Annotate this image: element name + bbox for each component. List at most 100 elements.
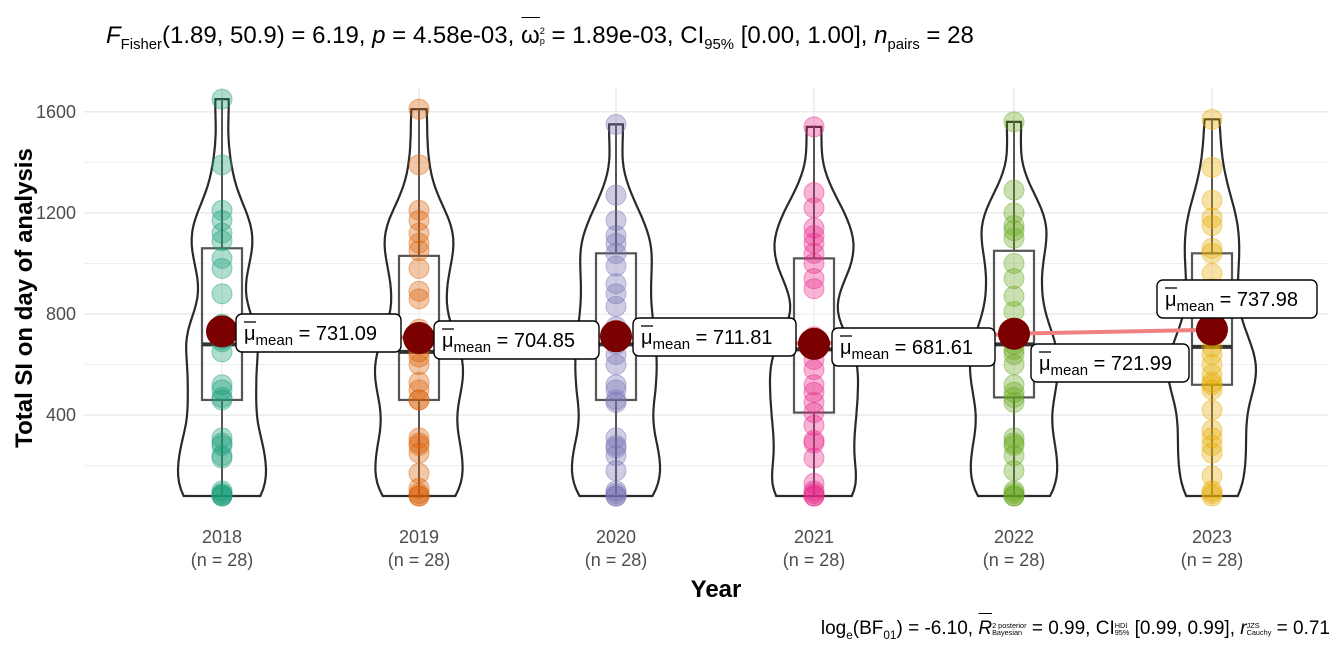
data-point-2020 <box>605 389 627 411</box>
data-point-2019 <box>408 482 430 504</box>
x-tick-n-label: (n = 28) <box>1181 550 1244 570</box>
data-point-2021 <box>803 391 825 413</box>
data-point-2020 <box>605 354 627 376</box>
mean-point-2021 <box>798 327 830 360</box>
data-point-2022 <box>1003 227 1025 249</box>
data-point-2019 <box>408 222 430 244</box>
data-point-2019 <box>408 280 430 302</box>
data-point-2018 <box>211 247 233 269</box>
data-point-2021 <box>803 429 825 451</box>
data-point-2023 <box>1201 399 1223 421</box>
data-point-2023 <box>1201 156 1223 178</box>
data-point-2020 <box>605 209 627 231</box>
data-point-2020 <box>605 273 627 295</box>
mean-label-2021: μmean = 681.61 <box>840 337 973 363</box>
x-tick-label: 2022 <box>994 527 1034 547</box>
data-point-2019 <box>408 462 430 484</box>
mean-point-2022 <box>998 317 1030 350</box>
data-point-2019 <box>408 232 430 254</box>
data-point-2022 <box>1003 179 1025 201</box>
mean-point-2019 <box>403 322 435 355</box>
data-point-2023 <box>1201 427 1223 449</box>
data-point-2020 <box>605 242 627 264</box>
data-point-2018 <box>211 283 233 305</box>
data-point-2021 <box>803 116 825 138</box>
data-point-2018 <box>211 389 233 411</box>
data-point-2023 <box>1201 379 1223 401</box>
data-point-2019 <box>408 154 430 176</box>
data-point-2018 <box>211 209 233 231</box>
data-point-2020 <box>605 295 627 317</box>
data-point-2020 <box>605 437 627 459</box>
data-point-2020 <box>605 460 627 482</box>
mean-point-2020 <box>600 320 632 353</box>
data-point-2020 <box>605 113 627 135</box>
data-point-2019 <box>408 477 430 499</box>
data-point-2018 <box>211 199 233 221</box>
data-point-2022 <box>1003 427 1025 449</box>
x-tick-label: 2020 <box>596 527 636 547</box>
data-point-2020 <box>605 255 627 277</box>
data-point-2018 <box>211 230 233 252</box>
data-point-2019 <box>408 432 430 454</box>
data-point-2022 <box>1003 285 1025 307</box>
data-point-2022 <box>1003 202 1025 224</box>
data-point-2021 <box>803 432 825 454</box>
data-point-2022 <box>1003 268 1025 290</box>
data-point-2019 <box>408 434 430 456</box>
mean-point-2023 <box>1196 313 1228 346</box>
data-point-2019 <box>408 209 430 231</box>
data-point-2022 <box>1003 252 1025 274</box>
data-point-2022 <box>1003 391 1025 413</box>
data-point-2022 <box>1003 386 1025 408</box>
data-point-2021 <box>803 197 825 219</box>
data-point-2022 <box>1003 485 1025 507</box>
data-point-2019 <box>408 257 430 279</box>
data-point-2021 <box>803 381 825 403</box>
data-point-2018 <box>211 386 233 408</box>
data-point-2021 <box>803 485 825 507</box>
data-point-2023 <box>1201 354 1223 376</box>
data-point-2019 <box>408 379 430 401</box>
data-point-2021 <box>803 359 825 381</box>
data-point-2023 <box>1201 364 1223 386</box>
data-point-2019 <box>408 427 430 449</box>
data-point-2023 <box>1201 189 1223 211</box>
data-point-2022 <box>1003 485 1025 507</box>
y-tick-label: 800 <box>46 304 76 324</box>
y-tick-label: 1200 <box>36 203 76 223</box>
data-point-2021 <box>803 447 825 469</box>
data-point-2021 <box>803 268 825 290</box>
data-point-2018 <box>211 154 233 176</box>
mean-point-2018 <box>206 315 238 348</box>
grid-layer <box>84 88 1328 506</box>
x-tick-label: 2018 <box>202 527 242 547</box>
mean-label-layer: μmean = 731.09 μmean = 704.85 μmean = 711.… <box>235 279 1318 383</box>
data-point-2020 <box>605 485 627 507</box>
data-point-2022 <box>1003 354 1025 376</box>
data-point-2019 <box>408 288 430 310</box>
violin-2021 <box>768 125 860 498</box>
data-point-2019 <box>408 371 430 393</box>
mean-label-2019: μmean = 704.85 <box>442 330 575 356</box>
data-point-2020 <box>605 482 627 504</box>
data-point-2023 <box>1201 207 1223 229</box>
data-point-2023 <box>1201 215 1223 237</box>
data-point-2023 <box>1201 374 1223 396</box>
data-point-2020 <box>605 379 627 401</box>
data-point-2020 <box>605 391 627 413</box>
y-tick-label: 400 <box>46 405 76 425</box>
data-point-2018 <box>211 434 233 456</box>
mean-label-box-2022 <box>1030 343 1190 383</box>
violin-2019 <box>373 108 465 498</box>
data-point-2018 <box>211 482 233 504</box>
data-point-2021 <box>803 482 825 504</box>
data-point-2018 <box>211 485 233 507</box>
data-point-2018 <box>211 432 233 454</box>
mean-layer <box>206 313 1228 360</box>
data-point-2022 <box>1003 111 1025 133</box>
data-point-2023 <box>1201 108 1223 130</box>
data-point-2018 <box>211 222 233 244</box>
